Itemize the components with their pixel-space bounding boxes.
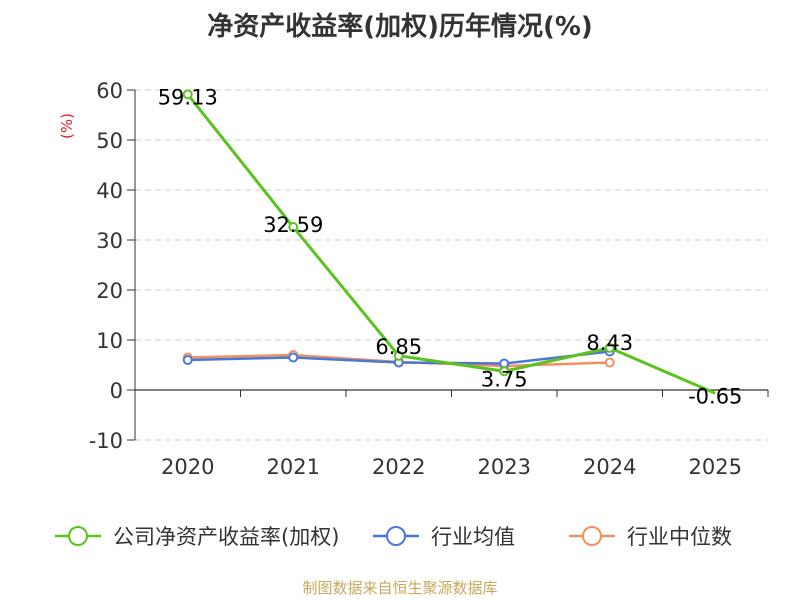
data-point — [288, 222, 299, 233]
y-tick-label: 0 — [110, 379, 123, 403]
y-tick-label: 20 — [96, 279, 123, 303]
axes: (%) -10 0 10 20 30 40 50 60 2020 2021 2022 2023 2024… — [58, 79, 769, 479]
source-note: 制图数据来自恒生聚源数据库 — [302, 579, 498, 597]
series-line — [186, 93, 716, 395]
x-tick-label: 2022 — [372, 455, 425, 479]
data-labels: 59.13 32.59 6.85 3.75 8.43 -0.65 — [158, 85, 743, 408]
legend-label: 公司净资产收益率(加权) — [113, 525, 339, 549]
x-tick-label: 2020 — [161, 455, 214, 479]
y-tick-label: -10 — [89, 429, 123, 453]
legend-marker — [386, 526, 406, 546]
data-label: 59.13 — [158, 85, 218, 109]
y-tick-label: 60 — [96, 79, 123, 103]
data-point — [604, 357, 615, 368]
x-tick-label: 2021 — [267, 455, 320, 479]
data-label: 6.85 — [375, 335, 422, 359]
y-tick-label: 30 — [96, 229, 123, 253]
data-point — [604, 342, 615, 353]
legend-marker — [68, 526, 88, 546]
data-point — [182, 355, 193, 365]
x-tick-label: 2025 — [689, 455, 742, 479]
legend-marker — [582, 526, 602, 546]
data-label: 8.43 — [586, 331, 633, 355]
data-point — [393, 350, 404, 361]
data-point — [288, 352, 299, 363]
data-label: 3.75 — [481, 367, 528, 391]
y-tick-label: 50 — [96, 129, 123, 153]
data-point — [499, 366, 510, 377]
legend-label: 行业均值 — [431, 525, 515, 549]
chart-title: 净资产收益率(加权)历年情况(%) — [207, 12, 593, 42]
x-tick-label: 2023 — [478, 455, 531, 479]
y-tick-label: 10 — [96, 329, 123, 353]
grid — [135, 89, 768, 441]
series-lines — [182, 89, 716, 395]
data-label: -0.65 — [688, 384, 742, 408]
x-tick-label: 2024 — [583, 455, 636, 479]
data-label: 32.59 — [263, 213, 323, 237]
data-point — [182, 89, 193, 100]
legend-label: 行业中位数 — [627, 525, 732, 549]
legend: 公司净资产收益率(加权) 行业均值 行业中位数 — [55, 525, 732, 549]
y-axis-label: (%) — [58, 113, 76, 139]
y-tick-label: 40 — [96, 179, 123, 203]
